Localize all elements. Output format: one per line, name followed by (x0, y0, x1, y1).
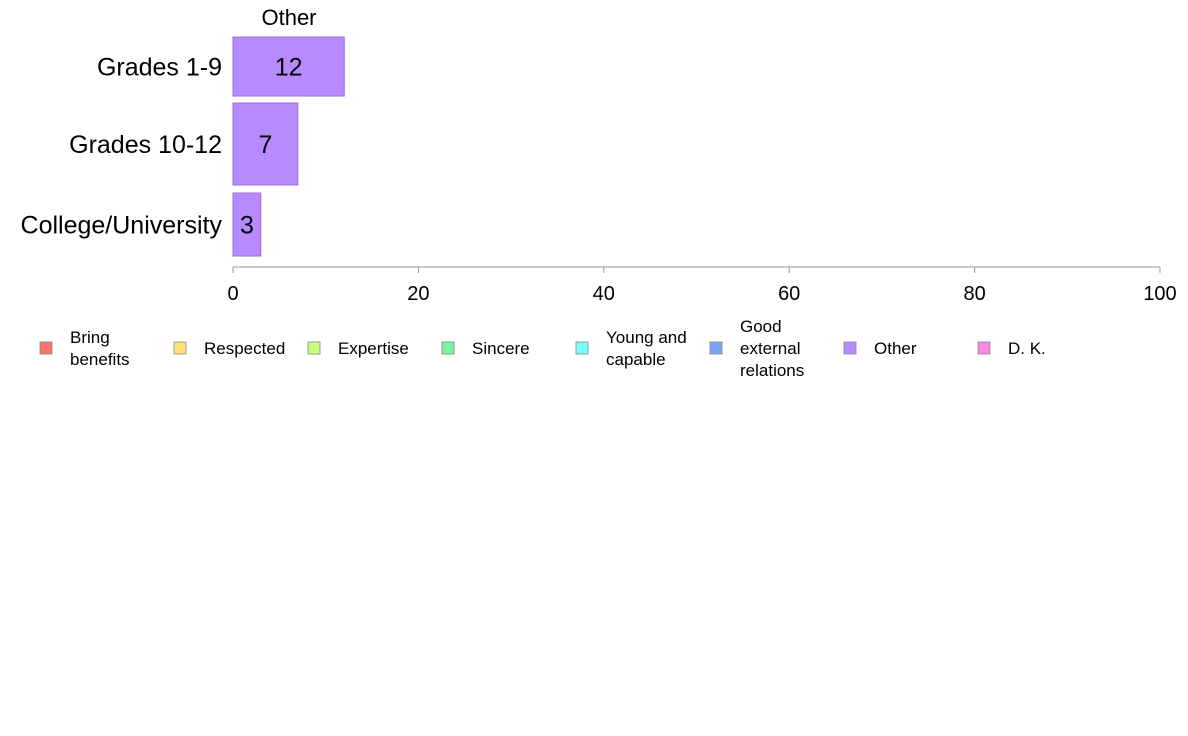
x-tick-label: 100 (1143, 283, 1176, 305)
legend: Bring benefits Respected Expertise Sincere Yo… (39, 317, 1046, 380)
bar-value-label: 3 (240, 212, 254, 240)
legend-swatch (39, 341, 53, 355)
bars-layer: Grades 1-9 12 Grades 10-12 7 College/Univers… (21, 36, 345, 257)
bar-value-label: 7 (258, 131, 272, 159)
bar-segment (232, 192, 262, 257)
bar-value-label: 12 (275, 54, 303, 82)
x-tick-label: 40 (593, 283, 615, 305)
legend-label: D. K. (1008, 339, 1046, 358)
legend-label: Sincere (472, 339, 530, 358)
x-tick-label: 0 (227, 283, 238, 305)
x-tick-label: 20 (407, 283, 429, 305)
category-label: College/University (21, 212, 223, 240)
legend-swatch (843, 341, 857, 355)
legend-swatch (173, 341, 187, 355)
legend-label: Bring benefits (70, 328, 130, 369)
legend-label: Good external relations (740, 317, 804, 380)
category-label: Grades 10-12 (69, 131, 222, 159)
legend-swatch (307, 341, 321, 355)
panel-title: Other (261, 5, 316, 30)
category-label: Grades 1-9 (97, 54, 222, 82)
legend-swatch (709, 341, 723, 355)
legend-swatch (977, 341, 991, 355)
x-tick-label: 60 (778, 283, 800, 305)
legend-label: Other (874, 339, 917, 358)
legend-label: Expertise (338, 339, 409, 358)
legend-swatch (575, 341, 589, 355)
legend-label: Young and capable (606, 328, 687, 369)
x-tick-label: 80 (963, 283, 985, 305)
bar-segment (232, 102, 299, 186)
x-axis: 0 20 40 60 80 100 (227, 266, 1177, 305)
bar-segment (232, 36, 345, 97)
legend-swatch (441, 341, 455, 355)
legend-label: Respected (204, 339, 285, 358)
